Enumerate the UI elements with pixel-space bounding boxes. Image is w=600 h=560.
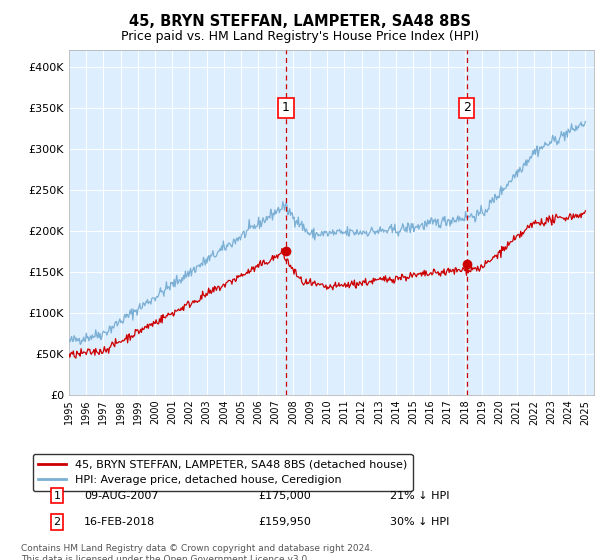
Text: 1: 1	[282, 101, 290, 114]
Text: 2: 2	[53, 517, 61, 527]
Text: 09-AUG-2007: 09-AUG-2007	[84, 491, 158, 501]
Text: 30% ↓ HPI: 30% ↓ HPI	[390, 517, 449, 527]
Legend: 45, BRYN STEFFAN, LAMPETER, SA48 8BS (detached house), HPI: Average price, detac: 45, BRYN STEFFAN, LAMPETER, SA48 8BS (de…	[32, 454, 413, 491]
Text: 45, BRYN STEFFAN, LAMPETER, SA48 8BS: 45, BRYN STEFFAN, LAMPETER, SA48 8BS	[129, 14, 471, 29]
Text: £159,950: £159,950	[258, 517, 311, 527]
Text: 2: 2	[463, 101, 470, 114]
Text: Price paid vs. HM Land Registry's House Price Index (HPI): Price paid vs. HM Land Registry's House …	[121, 30, 479, 43]
Text: £175,000: £175,000	[258, 491, 311, 501]
Text: 1: 1	[53, 491, 61, 501]
Text: 16-FEB-2018: 16-FEB-2018	[84, 517, 155, 527]
Text: 21% ↓ HPI: 21% ↓ HPI	[390, 491, 449, 501]
Text: Contains HM Land Registry data © Crown copyright and database right 2024.
This d: Contains HM Land Registry data © Crown c…	[21, 544, 373, 560]
